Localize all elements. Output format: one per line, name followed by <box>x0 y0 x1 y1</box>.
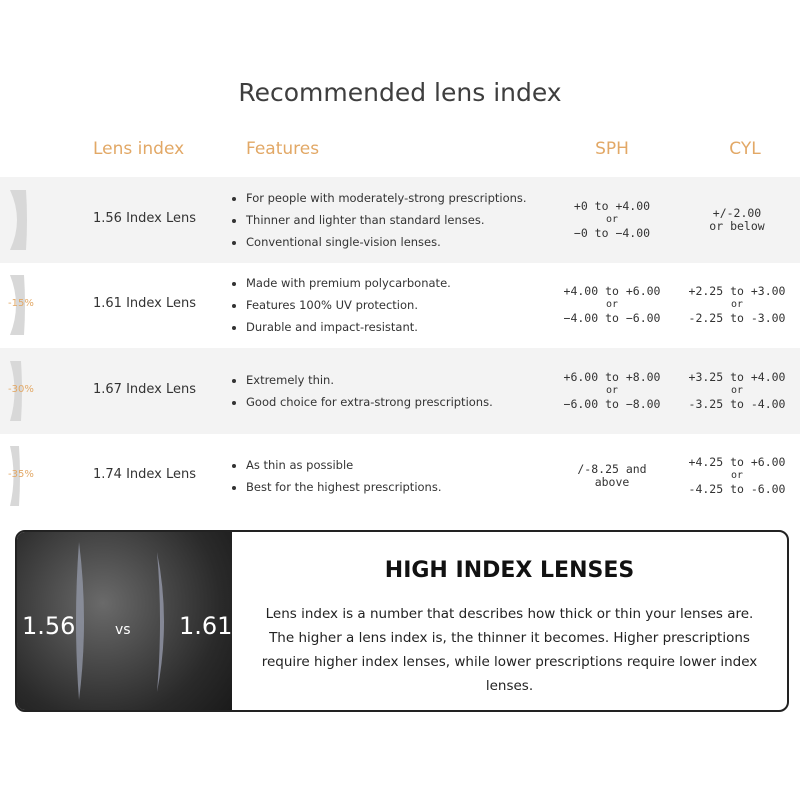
cyl-value: +3.25 to +4.00 <box>688 369 786 384</box>
sph-value: /-8.25 and <box>577 461 647 476</box>
lens-name: 1.56 Index Lens <box>93 211 197 226</box>
sph-value: +6.00 to +8.00 <box>563 369 661 384</box>
cyl-values: +3.25 to +4.00 or -3.25 to -4.00 <box>677 369 797 412</box>
feature: As thin as possible <box>246 454 441 476</box>
sph-value: −6.00 to −8.00 <box>563 396 661 411</box>
lens-shape <box>10 275 25 335</box>
feature-list: Made with premium polycarbonate.Features… <box>232 272 451 338</box>
cyl-values: +4.25 to +6.00 or -4.25 to -6.00 <box>677 454 797 497</box>
feature: Made with premium polycarbonate. <box>246 272 451 294</box>
sph-values: +0 to +4.00 or −0 to −4.00 <box>552 198 672 241</box>
cyl-value: +/-2.00 <box>712 205 762 220</box>
sph-value: or <box>605 299 619 311</box>
sph-value: +0 to +4.00 <box>573 198 651 213</box>
table-row: 1.56 Index Lens For people with moderatel… <box>0 177 800 263</box>
reduction-label: -35% <box>8 469 34 480</box>
table-row: -30% 1.67 Index Lens Extremely thin.Good c… <box>0 348 800 434</box>
lens-shape <box>76 542 84 700</box>
lens-illustration <box>76 542 164 700</box>
lens-icon <box>10 275 25 335</box>
lens-name: 1.67 Index Lens <box>93 382 197 397</box>
lens-icon <box>10 446 20 506</box>
vs-label: vs <box>115 622 131 638</box>
panel-heading: HIGH INDEX LENSES <box>384 558 635 583</box>
cyl-values: +2.25 to +3.00 or -2.25 to -3.00 <box>677 283 797 326</box>
table-row: -35% 1.74 Index Lens As thin as possibleBe… <box>0 433 800 519</box>
lens-shape <box>10 446 20 506</box>
cyl-value: -4.25 to -6.00 <box>688 481 786 496</box>
feature: Features 100% UV protection. <box>246 294 451 316</box>
sph-value: or <box>605 385 619 397</box>
feature: Thinner and lighter than standard lenses… <box>246 209 527 231</box>
column-header: Features <box>246 139 320 159</box>
column-header: SPH <box>595 139 629 159</box>
feature: Good choice for extra-strong prescriptio… <box>246 391 493 413</box>
cyl-values: +/-2.00 or below <box>677 205 797 234</box>
lens-name: 1.74 Index Lens <box>93 467 197 482</box>
table-row: -15% 1.61 Index Lens Made with premium pol… <box>0 262 800 348</box>
sph-value: above <box>594 475 630 489</box>
lens-photo: 1.56 vs 1.61 <box>17 532 232 710</box>
cyl-value: +4.25 to +6.00 <box>688 454 786 469</box>
title: Recommended lens index <box>238 78 562 107</box>
sph-values: +6.00 to +8.00 or −6.00 to −8.00 <box>552 369 672 412</box>
lens-icon <box>10 361 22 421</box>
feature: For people with moderately-strong prescr… <box>246 187 527 209</box>
cyl-value: or <box>730 385 744 397</box>
lens-label: 1.56 <box>22 612 76 640</box>
sph-value: −4.00 to −6.00 <box>563 310 661 325</box>
lens-shape <box>157 552 164 692</box>
lens-name: 1.61 Index Lens <box>93 296 197 311</box>
cyl-value: or <box>730 299 744 311</box>
feature: Extremely thin. <box>246 369 493 391</box>
feature-list: For people with moderately-strong prescr… <box>232 187 527 253</box>
sph-value: +4.00 to +6.00 <box>563 283 661 298</box>
column-header: CYL <box>729 139 761 159</box>
lens-shape <box>10 361 22 421</box>
feature-list: Extremely thin.Good choice for extra-str… <box>232 369 493 413</box>
column-header: Lens index <box>93 139 185 159</box>
panel-text: Lens index is a number that describes ho… <box>261 606 758 694</box>
lens-label: 1.61 <box>179 612 233 640</box>
feature-list: As thin as possibleBest for the highest … <box>232 454 441 498</box>
sph-value: or <box>605 214 619 226</box>
feature: Durable and impact-resistant. <box>246 316 451 338</box>
reduction-label: -15% <box>8 298 34 309</box>
feature: Conventional single-vision lenses. <box>246 231 527 253</box>
cyl-value: or <box>730 470 744 482</box>
cyl-value: -2.25 to -3.00 <box>688 310 786 325</box>
feature: Best for the highest prescriptions. <box>246 476 441 498</box>
sph-values: +4.00 to +6.00 or −4.00 to −6.00 <box>552 283 672 326</box>
cyl-value: or below <box>709 219 765 233</box>
sph-values: /-8.25 and above <box>552 461 672 490</box>
lens-icon <box>10 190 27 250</box>
cyl-value: +2.25 to +3.00 <box>688 283 786 298</box>
info-panel: 1.56 vs 1.61 HIGH INDEX LENSES Lens inde… <box>15 530 789 712</box>
reduction-label: -30% <box>8 384 34 395</box>
cyl-value: -3.25 to -4.00 <box>688 396 786 411</box>
lens-shape <box>10 190 27 250</box>
sph-value: −0 to −4.00 <box>573 225 651 240</box>
